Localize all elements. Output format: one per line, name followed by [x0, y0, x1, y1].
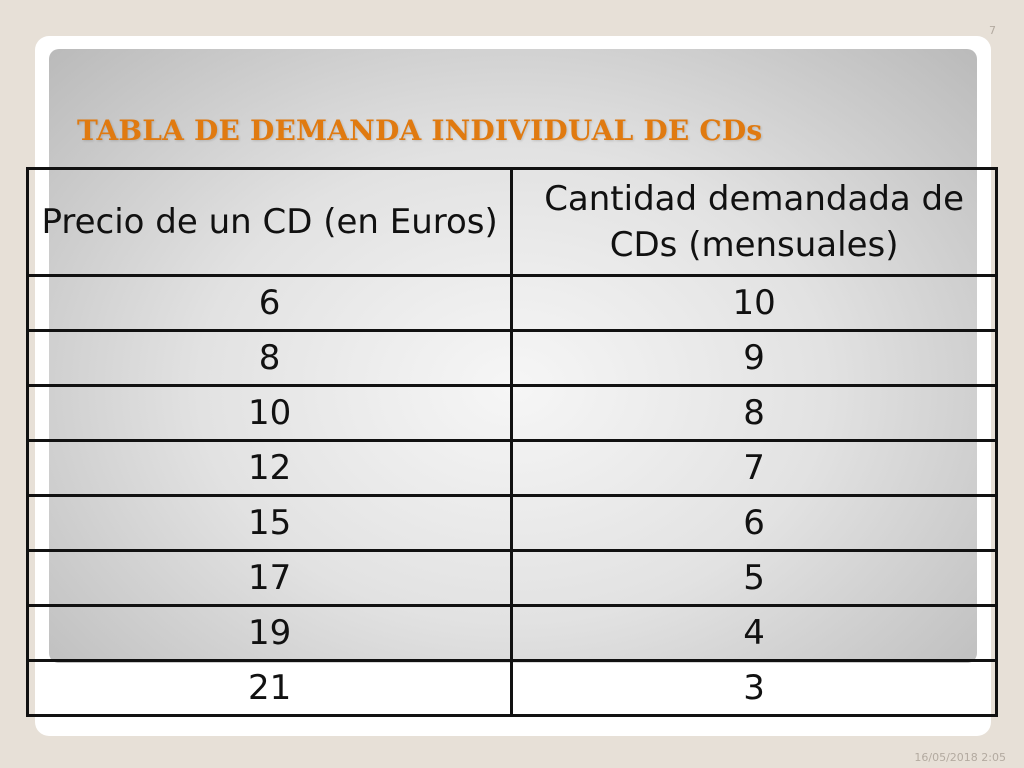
demand-table: Precio de un CD (en Euros) Cantidad dema… — [25, 167, 998, 717]
footer-date: 16/05/2018 2:05 — [914, 751, 1006, 764]
quantity-cell: 9 — [510, 329, 998, 387]
quantity-cell: 4 — [510, 604, 998, 662]
price-cell: 8 — [25, 329, 514, 387]
quantity-cell: 8 — [510, 384, 998, 442]
price-cell: 12 — [25, 439, 514, 497]
price-cell: 10 — [25, 384, 514, 442]
price-cell: 15 — [25, 494, 514, 552]
table-row: 12 7 — [25, 439, 998, 497]
table-row: 19 4 — [25, 604, 998, 662]
slide-title: TABLA DE DEMANDA INDIVIDUAL DE CDs — [77, 114, 763, 147]
table-header-row: Precio de un CD (en Euros) Cantidad dema… — [25, 167, 998, 277]
price-cell: 21 — [25, 659, 514, 717]
table-row: 15 6 — [25, 494, 998, 552]
price-cell: 17 — [25, 549, 514, 607]
price-cell: 19 — [25, 604, 514, 662]
header-quantity: Cantidad demandada de CDs (mensuales) — [510, 167, 998, 277]
quantity-cell: 5 — [510, 549, 998, 607]
quantity-cell: 6 — [510, 494, 998, 552]
quantity-cell: 7 — [510, 439, 998, 497]
table-row: 8 9 — [25, 329, 998, 387]
table-row: 17 5 — [25, 549, 998, 607]
quantity-cell: 10 — [510, 274, 998, 332]
table-row: 10 8 — [25, 384, 998, 442]
table-row: 21 3 — [25, 659, 998, 717]
header-price: Precio de un CD (en Euros) — [25, 167, 514, 277]
slide-number: 7 — [989, 24, 996, 37]
price-cell: 6 — [25, 274, 514, 332]
quantity-cell: 3 — [510, 659, 998, 717]
table-row: 6 10 — [25, 274, 998, 332]
